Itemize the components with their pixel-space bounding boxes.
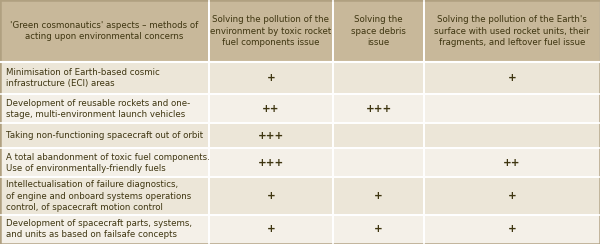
Bar — [209, 215, 333, 244]
Text: +: + — [374, 191, 383, 201]
Bar — [424, 177, 600, 215]
Text: +: + — [508, 224, 517, 234]
Text: Intellectualisation of failure diagnostics,
of engine and onboard systems operat: Intellectualisation of failure diagnosti… — [6, 180, 191, 212]
Bar — [209, 177, 333, 215]
Bar — [209, 123, 333, 148]
Bar — [424, 148, 600, 177]
Bar — [333, 0, 424, 62]
Bar — [333, 215, 424, 244]
Bar — [424, 62, 600, 94]
Text: +: + — [508, 191, 517, 201]
Bar — [0, 0, 209, 62]
Text: +: + — [374, 224, 383, 234]
Bar — [0, 123, 209, 148]
Bar — [0, 62, 209, 94]
Bar — [0, 94, 209, 123]
Text: A total abandonment of toxic fuel components.
Use of environmentally-friendly fu: A total abandonment of toxic fuel compon… — [6, 152, 210, 173]
Text: Development of spacecraft parts, systems,
and units as based on failsafe concept: Development of spacecraft parts, systems… — [6, 219, 192, 239]
Bar — [424, 215, 600, 244]
Bar — [209, 94, 333, 123]
Text: +++: +++ — [258, 131, 284, 141]
Text: ++: ++ — [503, 158, 521, 168]
Bar — [333, 148, 424, 177]
Bar — [209, 148, 333, 177]
Bar — [424, 0, 600, 62]
Text: Taking non-functioning spacecraft out of orbit: Taking non-functioning spacecraft out of… — [6, 131, 203, 140]
Bar — [333, 123, 424, 148]
Text: +++: +++ — [365, 103, 392, 113]
Bar — [0, 148, 209, 177]
Text: Solving the pollution of the
environment by toxic rocket
fuel components issue: Solving the pollution of the environment… — [210, 15, 332, 47]
Bar — [0, 177, 209, 215]
Text: 'Green cosmonautics' aspects – methods of
acting upon environmental concerns: 'Green cosmonautics' aspects – methods o… — [10, 21, 199, 41]
Bar — [0, 215, 209, 244]
Text: +++: +++ — [258, 158, 284, 168]
Text: Minimisation of Earth-based cosmic
infrastructure (ECI) areas: Minimisation of Earth-based cosmic infra… — [6, 68, 160, 88]
Text: +: + — [266, 191, 275, 201]
Text: +: + — [508, 73, 517, 83]
Text: +: + — [266, 73, 275, 83]
Bar — [209, 62, 333, 94]
Bar — [333, 62, 424, 94]
Text: +: + — [266, 224, 275, 234]
Text: Development of reusable rockets and one-
stage, multi-environment launch vehicle: Development of reusable rockets and one-… — [6, 99, 190, 119]
Bar — [333, 177, 424, 215]
Bar — [424, 123, 600, 148]
Text: ++: ++ — [262, 103, 280, 113]
Text: Solving the pollution of the Earth's
surface with used rocket units, their
fragm: Solving the pollution of the Earth's sur… — [434, 15, 590, 47]
Bar — [333, 94, 424, 123]
Text: Solving the
space debris
issue: Solving the space debris issue — [351, 15, 406, 47]
Bar — [424, 94, 600, 123]
Bar — [209, 0, 333, 62]
